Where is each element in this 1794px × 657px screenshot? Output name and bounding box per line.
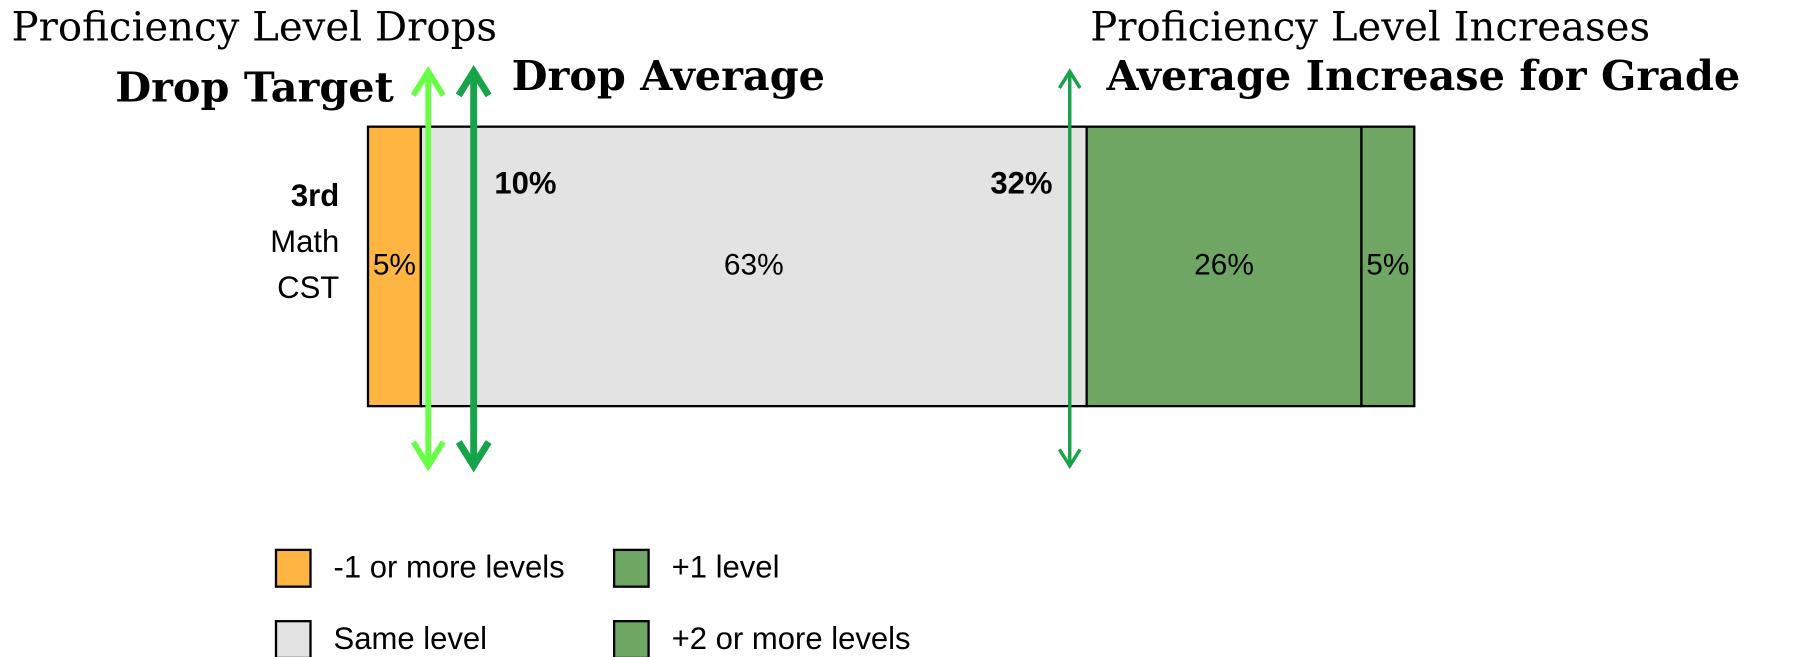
legend-swatch	[274, 548, 312, 588]
left-heading: Proficiency Level Drops	[12, 4, 498, 50]
annotation-text: Drop Target	[115, 62, 394, 111]
legend-swatch	[612, 548, 650, 588]
data-label: 5%	[373, 248, 416, 281]
arrow-head	[1057, 68, 1082, 89]
right-heading: Proficiency Level Increases	[1090, 4, 1650, 50]
annotation-text: Drop Average	[512, 51, 825, 100]
data-label: 63%	[724, 248, 784, 281]
annotation-value: 10%	[494, 165, 556, 200]
arrow-head	[1057, 448, 1082, 470]
legend-label: Same level	[334, 621, 488, 656]
legend-swatch	[612, 620, 650, 657]
arrow-head	[410, 66, 446, 97]
arrow-head	[410, 440, 446, 472]
bar-segment	[1085, 125, 1363, 408]
bar-segment	[419, 125, 1088, 408]
bar-segment	[366, 125, 422, 408]
category-label-box: 3rd Math CST	[270, 178, 340, 305]
legend-label: +2 or more levels	[672, 621, 911, 656]
annotation-text: Average Increase for Grade	[1106, 51, 1741, 100]
legend-label: +1 level	[672, 550, 780, 585]
legend-swatch	[274, 620, 312, 657]
annotation-value: 32%	[990, 165, 1052, 200]
category-label: 3rd Math CST	[270, 178, 340, 305]
arrow-head	[455, 440, 492, 473]
data-label: 5%	[1366, 248, 1409, 281]
legend-label: -1 or more levels	[334, 550, 565, 585]
bar-segment	[1360, 125, 1416, 408]
data-label: 26%	[1194, 248, 1254, 281]
arrow-head	[455, 64, 492, 98]
